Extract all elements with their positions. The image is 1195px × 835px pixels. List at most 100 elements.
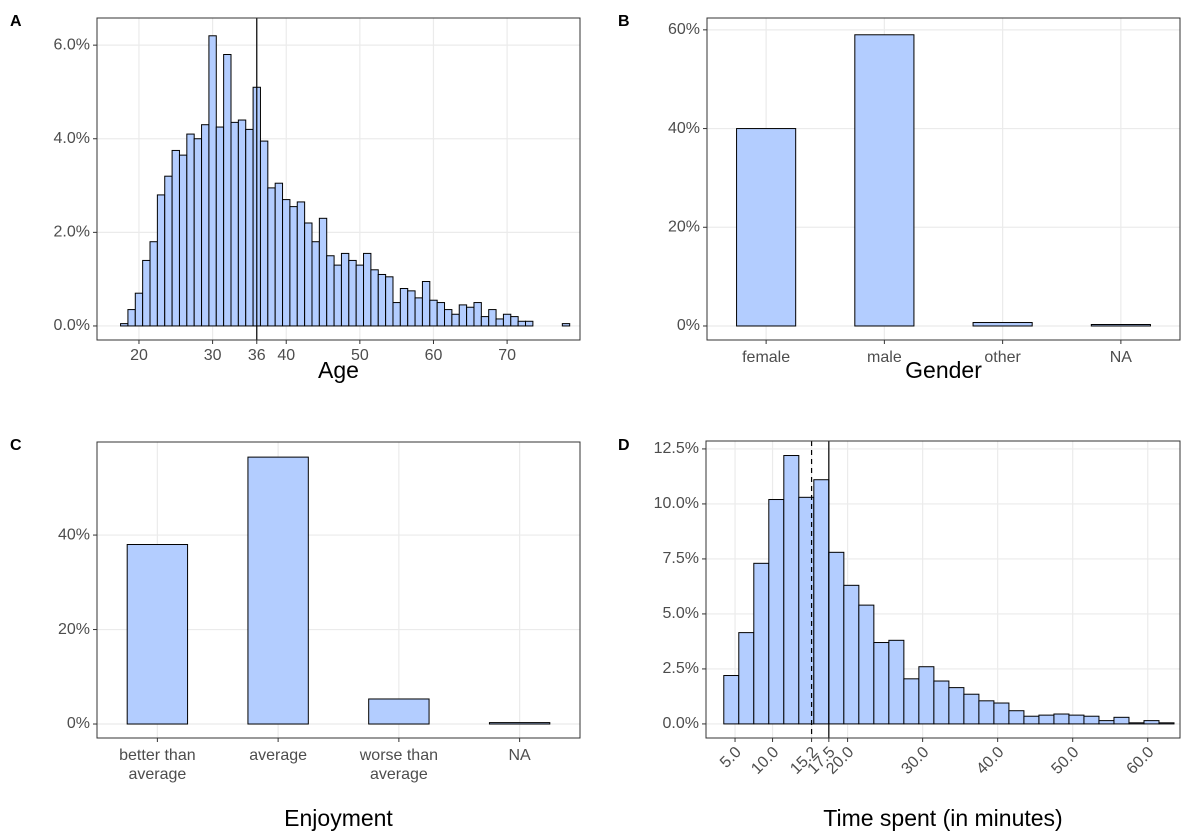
- x-axis-title: Time spent (in minutes): [823, 805, 1062, 831]
- x-tick-label: worse than average: [359, 747, 438, 783]
- histogram-bar: [858, 604, 875, 725]
- histogram-bar: [429, 299, 438, 327]
- histogram-bar: [304, 222, 313, 327]
- histogram-bar: [466, 306, 475, 327]
- x-tick-label: 36: [248, 347, 266, 364]
- bar: [247, 456, 309, 725]
- histogram-bar: [164, 175, 173, 327]
- histogram-bar: [436, 302, 446, 327]
- panel-border: [706, 17, 1181, 341]
- panel-label: D: [618, 437, 630, 454]
- histogram-bar: [201, 124, 210, 327]
- x-axis-title: Gender: [905, 357, 982, 383]
- histogram-bar: [274, 182, 284, 327]
- histogram-bar: [1143, 720, 1160, 725]
- histogram-bar: [296, 201, 306, 327]
- histogram-bar: [363, 252, 372, 327]
- histogram-bar: [267, 187, 276, 327]
- x-tick-label: 20: [130, 347, 148, 364]
- histogram-bar: [873, 642, 890, 725]
- histogram-bar: [282, 199, 291, 327]
- histogram-bar: [517, 320, 527, 327]
- y-tick-label: 6.0%: [54, 36, 90, 53]
- histogram-bar: [385, 276, 394, 327]
- histogram-bar: [451, 313, 460, 327]
- histogram-bar: [768, 499, 785, 725]
- panel-border: [96, 17, 581, 341]
- histogram-bar: [978, 700, 995, 725]
- panel-border: [705, 440, 1181, 739]
- y-tick-label: 60%: [668, 21, 700, 38]
- histogram-bar: [142, 259, 151, 327]
- histogram-bar: [134, 292, 144, 327]
- x-tick-label: 50: [351, 347, 369, 364]
- y-tick-label: 2.5%: [663, 660, 699, 677]
- x-tick-label: average: [249, 747, 307, 764]
- x-tick-label: NA: [1110, 349, 1133, 366]
- histogram-bar: [903, 678, 920, 725]
- histogram-bar: [1038, 714, 1055, 725]
- y-tick-label: 10.0%: [654, 495, 699, 512]
- x-tick-label: better than average: [119, 747, 196, 783]
- x-tick-label: other: [984, 349, 1021, 366]
- y-tick-label: 0.0%: [663, 715, 699, 732]
- y-tick-label: 40%: [668, 120, 700, 137]
- histogram-bar: [149, 241, 158, 327]
- panel-label: B: [618, 13, 630, 30]
- panel-label: A: [10, 13, 22, 30]
- bar: [972, 322, 1033, 327]
- y-tick-label: 20%: [668, 218, 700, 235]
- histogram-bar: [473, 302, 482, 327]
- histogram-bar: [156, 194, 166, 327]
- histogram-bar: [326, 255, 335, 327]
- histogram-bar: [495, 318, 504, 327]
- histogram-bar: [1068, 714, 1085, 725]
- histogram-bar: [480, 316, 490, 327]
- histogram-bar: [377, 273, 387, 327]
- histogram-bar: [215, 126, 225, 327]
- histogram-bar: [348, 259, 357, 327]
- histogram-bar: [444, 309, 453, 327]
- histogram-bar: [237, 119, 247, 327]
- histogram-bar: [783, 455, 800, 725]
- histogram-bar: [289, 206, 298, 327]
- histogram-bar: [458, 304, 468, 327]
- histogram-bar: [510, 316, 519, 327]
- x-tick-label: 70: [498, 347, 516, 364]
- x-tick-label: 40: [277, 347, 295, 364]
- histogram-bar: [193, 138, 203, 327]
- histogram-bar: [1113, 716, 1130, 725]
- histogram-bar: [340, 252, 350, 327]
- histogram-bar: [813, 479, 830, 725]
- histogram-bar: [1158, 722, 1175, 725]
- histogram-bar: [414, 297, 423, 327]
- x-tick-label: 30: [204, 347, 222, 364]
- histogram-bar: [421, 280, 431, 327]
- histogram-bar: [178, 154, 188, 327]
- y-tick-label: 5.0%: [663, 605, 699, 622]
- histogram-bar: [223, 54, 232, 327]
- x-axis-title: Enjoyment: [284, 805, 393, 831]
- histogram-bar: [127, 309, 136, 327]
- histogram-bar: [1008, 710, 1025, 725]
- y-tick-label: 40%: [58, 526, 90, 543]
- histogram-bar: [738, 632, 755, 725]
- bar: [854, 34, 915, 327]
- histogram-bar: [948, 687, 965, 725]
- bar: [126, 544, 189, 725]
- x-tick-label: 60: [425, 347, 443, 364]
- x-tick-label: 50.0: [1048, 744, 1082, 778]
- histogram-bar: [333, 264, 342, 327]
- x-tick-label: female: [742, 349, 790, 366]
- histogram-bar: [933, 680, 950, 725]
- histogram-bar: [525, 320, 534, 327]
- y-tick-label: 4.0%: [54, 130, 90, 147]
- y-tick-label: 12.5%: [654, 440, 699, 457]
- histogram-bar: [259, 140, 269, 327]
- x-tick-label: 5.0: [717, 744, 745, 772]
- x-tick-label: NA: [509, 747, 532, 764]
- y-tick-label: 0.0%: [54, 317, 90, 334]
- histogram-bar: [888, 639, 905, 725]
- histogram-bar: [1128, 722, 1145, 725]
